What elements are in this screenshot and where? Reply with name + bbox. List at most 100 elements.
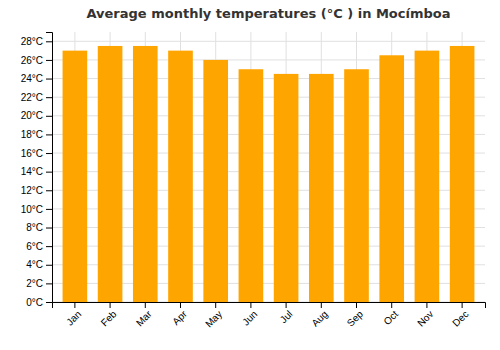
bar (239, 69, 264, 302)
tick-mark (74, 302, 75, 308)
tick: 20°C (21, 110, 52, 121)
grid-line-y (52, 41, 485, 42)
tick: Aug (309, 302, 329, 329)
tick-mark (46, 190, 52, 191)
tick-label: May (203, 308, 224, 329)
tick-label: Oct (381, 308, 400, 327)
tick: Jan (64, 302, 83, 328)
tick: Nov (415, 302, 435, 329)
tick: 0°C (26, 297, 52, 308)
tick-label: Sep (345, 308, 366, 329)
tick-mark (250, 302, 251, 308)
tick-label: 6°C (26, 241, 43, 252)
tick: 22°C (21, 92, 52, 103)
tick-label: 10°C (21, 204, 43, 215)
tick: Jul (278, 302, 295, 325)
tick: Sep (345, 302, 366, 329)
tick-label: 16°C (21, 148, 43, 159)
tick-label: Dec (450, 308, 470, 328)
tick-mark (462, 302, 463, 308)
tick: May (203, 302, 224, 330)
tick-mark (286, 302, 287, 308)
tick: Apr (170, 302, 189, 327)
tick: 8°C (26, 222, 52, 233)
tick: 10°C (21, 204, 52, 215)
tick-label: 2°C (26, 278, 43, 289)
tick: 14°C (21, 166, 52, 177)
tick-mark (46, 116, 52, 117)
bar (344, 69, 369, 302)
tick: Mar (134, 302, 154, 328)
tick-mark (180, 302, 181, 308)
tick: Dec (450, 302, 470, 329)
tick: Jun (240, 302, 259, 328)
tick-mark (46, 246, 52, 247)
tick-mark (46, 283, 52, 284)
tick: Feb (99, 302, 119, 328)
tick-mark (110, 302, 111, 308)
tick-label: 8°C (26, 222, 43, 233)
tick-label: 14°C (21, 166, 43, 177)
tick-mark (426, 302, 427, 308)
tick-label: 26°C (21, 55, 43, 66)
tick-mark (321, 302, 322, 308)
axis-line (53, 303, 486, 309)
tick-mark (391, 302, 392, 308)
tick-mark (46, 79, 52, 80)
tick-mark (356, 302, 357, 308)
tick-label: Apr (170, 308, 189, 327)
tick-label: 22°C (21, 92, 43, 103)
bar (379, 55, 404, 302)
tick: 4°C (26, 259, 52, 270)
tick-label: 18°C (21, 129, 43, 140)
tick-label: Jul (278, 308, 295, 325)
bar (203, 60, 228, 302)
tick-label: 28°C (21, 36, 43, 47)
tick-mark (46, 265, 52, 266)
tick-label: Jan (64, 308, 83, 327)
tick: 24°C (21, 73, 52, 84)
tick-label: 12°C (21, 185, 43, 196)
bars (63, 46, 475, 302)
y-axis: 0°C 2°C 4°C 6°C 8°C 10°C 12°C 14°C 16°C 18°C 20°C 2… (21, 33, 53, 308)
tick-label: Nov (415, 308, 435, 328)
tick-label: 20°C (21, 110, 43, 121)
tick-mark (46, 41, 52, 42)
x-axis: Jan Feb Mar Apr May Jun Jul Aug Sep Oct Nov Dec (53, 302, 486, 330)
tick: 12°C (21, 185, 52, 196)
tick-mark (145, 302, 146, 308)
tick: Oct (381, 302, 400, 327)
tick: 28°C (21, 36, 52, 47)
tick-mark (215, 302, 216, 308)
chart: 0°C 2°C 4°C 6°C 8°C 10°C 12°C 14°C 16°C 18°C 20°C 2… (0, 0, 500, 350)
bar (133, 46, 158, 302)
tick-mark (46, 172, 52, 173)
tick: 2°C (26, 278, 52, 289)
tick-mark (46, 228, 52, 229)
tick-label: Feb (99, 308, 119, 328)
bar (415, 51, 440, 302)
tick-label: Jun (240, 308, 259, 327)
tick-mark (46, 209, 52, 210)
tick: 18°C (21, 129, 52, 140)
bar (450, 46, 475, 302)
plot: 0°C 2°C 4°C 6°C 8°C 10°C 12°C 14°C 16°C 18°C 20°C 2… (21, 32, 486, 330)
tick-label: Aug (309, 308, 329, 328)
tick-mark (46, 97, 52, 98)
axis-line (46, 33, 53, 303)
tick-mark (46, 134, 52, 135)
tick: 6°C (26, 241, 52, 252)
tick: 16°C (21, 148, 52, 159)
title: Average monthly temperatures (°C ) in Mo… (86, 6, 450, 21)
bar (98, 46, 123, 302)
grid (52, 32, 485, 302)
bar (168, 51, 193, 302)
bar (309, 74, 334, 302)
tick-label: 4°C (26, 259, 43, 270)
bar (274, 74, 299, 302)
tick-label: 24°C (21, 73, 43, 84)
tick-label: Mar (134, 308, 154, 328)
tick-mark (46, 60, 52, 61)
bar (63, 51, 88, 302)
tick-mark (46, 153, 52, 154)
